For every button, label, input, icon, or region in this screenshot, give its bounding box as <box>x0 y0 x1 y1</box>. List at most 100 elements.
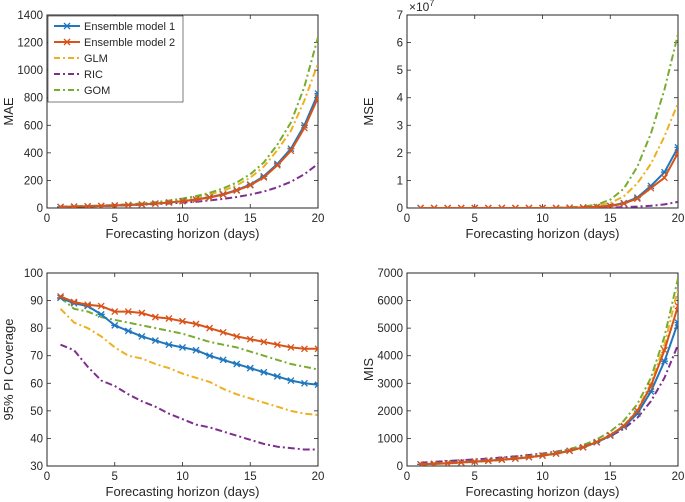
series-line-ric <box>60 343 318 451</box>
data-point-ensemble1 <box>674 319 678 324</box>
y-tick-label: 4000 <box>377 351 403 363</box>
data-point-ensemble2 <box>206 324 214 332</box>
data-point-ensemble2 <box>498 204 503 208</box>
data-point-ensemble2 <box>446 204 452 208</box>
data-point-ensemble1 <box>674 146 678 151</box>
x-axis-label: Forecasting horizon (days) <box>106 226 260 241</box>
data-point-ensemble2 <box>594 203 601 208</box>
y-axis-label: MAE <box>1 97 16 126</box>
legend-label-ensemble1: Ensemble model 1 <box>84 21 175 33</box>
y-tick-label: 0 <box>37 203 43 215</box>
data-point-ensemble2 <box>647 184 655 192</box>
data-point-ensemble2 <box>471 458 479 466</box>
data-point-ensemble2 <box>219 191 227 199</box>
data-point-ensemble2 <box>555 204 560 208</box>
y-tick-label: 0 <box>397 461 403 473</box>
data-point-ensemble2 <box>541 204 546 208</box>
data-point-ensemble2 <box>471 204 476 208</box>
data-point-ensemble1 <box>314 383 318 389</box>
data-point-ensemble2 <box>260 338 268 346</box>
data-point-ensemble1 <box>674 143 678 149</box>
data-point-ensemble2 <box>71 203 78 208</box>
coverage-axes-box <box>46 272 319 467</box>
data-point-ensemble2 <box>539 452 546 459</box>
y-tick-label: 50 <box>30 406 43 418</box>
mse-axes-box <box>406 14 679 209</box>
data-point-ensemble2 <box>606 431 614 439</box>
y-tick-label: 1 <box>397 175 403 187</box>
y-tick-label: 90 <box>30 296 43 308</box>
series-line-ensemble2 <box>420 152 678 208</box>
data-point-ensemble2 <box>581 203 587 208</box>
data-point-ensemble2 <box>593 438 601 446</box>
data-point-ensemble2 <box>430 460 438 466</box>
data-point-ensemble1 <box>314 381 318 386</box>
y-tick-label: 5 <box>397 65 403 77</box>
y-tick-label: 800 <box>24 93 43 105</box>
data-point-ensemble2 <box>419 204 425 208</box>
legend-label-glm: GLM <box>84 53 108 65</box>
series-line-ric <box>60 163 318 208</box>
data-point-ensemble2 <box>511 204 517 208</box>
data-point-ensemble2 <box>58 203 65 208</box>
data-point-ensemble2 <box>511 455 519 463</box>
x-tick-label: 5 <box>472 213 478 225</box>
x-axis-label: Forecasting horizon (days) <box>466 484 620 499</box>
x-tick-label: 0 <box>404 213 410 225</box>
data-point-ensemble2 <box>430 204 436 208</box>
data-point-ensemble2 <box>498 456 506 464</box>
x-tick-label: 20 <box>312 213 325 225</box>
x-tick-label: 5 <box>472 471 478 483</box>
mis-series-group <box>417 278 678 466</box>
data-point-ensemble2 <box>500 204 506 208</box>
y-tick-label: 100 <box>24 268 43 280</box>
y-tick-label: 7000 <box>377 268 403 280</box>
x-tick-label: 5 <box>112 471 118 483</box>
data-point-ensemble2 <box>273 161 281 169</box>
y-tick-label: 6 <box>397 38 403 50</box>
y-tick-label: 1400 <box>17 10 43 22</box>
data-point-ensemble2 <box>647 382 655 390</box>
axis-exponent-label: ×107 <box>409 0 434 14</box>
data-point-ensemble2 <box>525 453 533 461</box>
y-tick-label: 2000 <box>377 406 403 418</box>
y-tick-label: 1000 <box>17 65 43 77</box>
data-point-ensemble2 <box>233 332 241 340</box>
data-point-ensemble2 <box>674 305 678 310</box>
data-point-ensemble2 <box>300 124 308 132</box>
data-point-ensemble2 <box>674 151 678 157</box>
data-point-ensemble2 <box>457 204 463 208</box>
x-tick-label: 0 <box>44 471 50 483</box>
y-tick-label: 0 <box>397 203 403 215</box>
data-point-ensemble2 <box>417 460 425 466</box>
y-tick-label: 80 <box>30 323 43 335</box>
y-tick-label: 1000 <box>377 433 403 445</box>
data-point-ensemble2 <box>192 196 200 204</box>
series-line-glm <box>420 102 678 208</box>
data-point-ensemble2 <box>660 346 668 354</box>
data-point-ensemble2 <box>98 202 105 208</box>
x-tick-label: 10 <box>176 471 189 483</box>
data-point-ensemble2 <box>674 302 678 308</box>
data-point-ensemble2 <box>84 301 92 309</box>
data-point-ensemble2 <box>633 195 641 203</box>
series-line-gom <box>60 36 318 208</box>
data-point-ensemble2 <box>165 199 173 206</box>
legend-label-gom: GOM <box>84 85 110 97</box>
y-tick-label: 60 <box>30 378 43 390</box>
data-point-ensemble2 <box>273 341 281 349</box>
x-tick-label: 10 <box>536 471 549 483</box>
data-point-ensemble2 <box>457 458 465 466</box>
data-point-ensemble2 <box>138 309 146 317</box>
x-tick-label: 10 <box>536 213 549 225</box>
data-point-ensemble2 <box>111 202 119 208</box>
series-line-gom <box>59 297 318 371</box>
data-point-ensemble2 <box>300 345 308 353</box>
data-point-ensemble2 <box>528 204 533 208</box>
y-tick-label: 1200 <box>17 38 43 50</box>
x-tick-label: 0 <box>404 471 410 483</box>
y-tick-label: 2 <box>397 148 403 160</box>
mae-series-group <box>57 36 318 208</box>
series-line-ensemble1 <box>60 93 318 208</box>
